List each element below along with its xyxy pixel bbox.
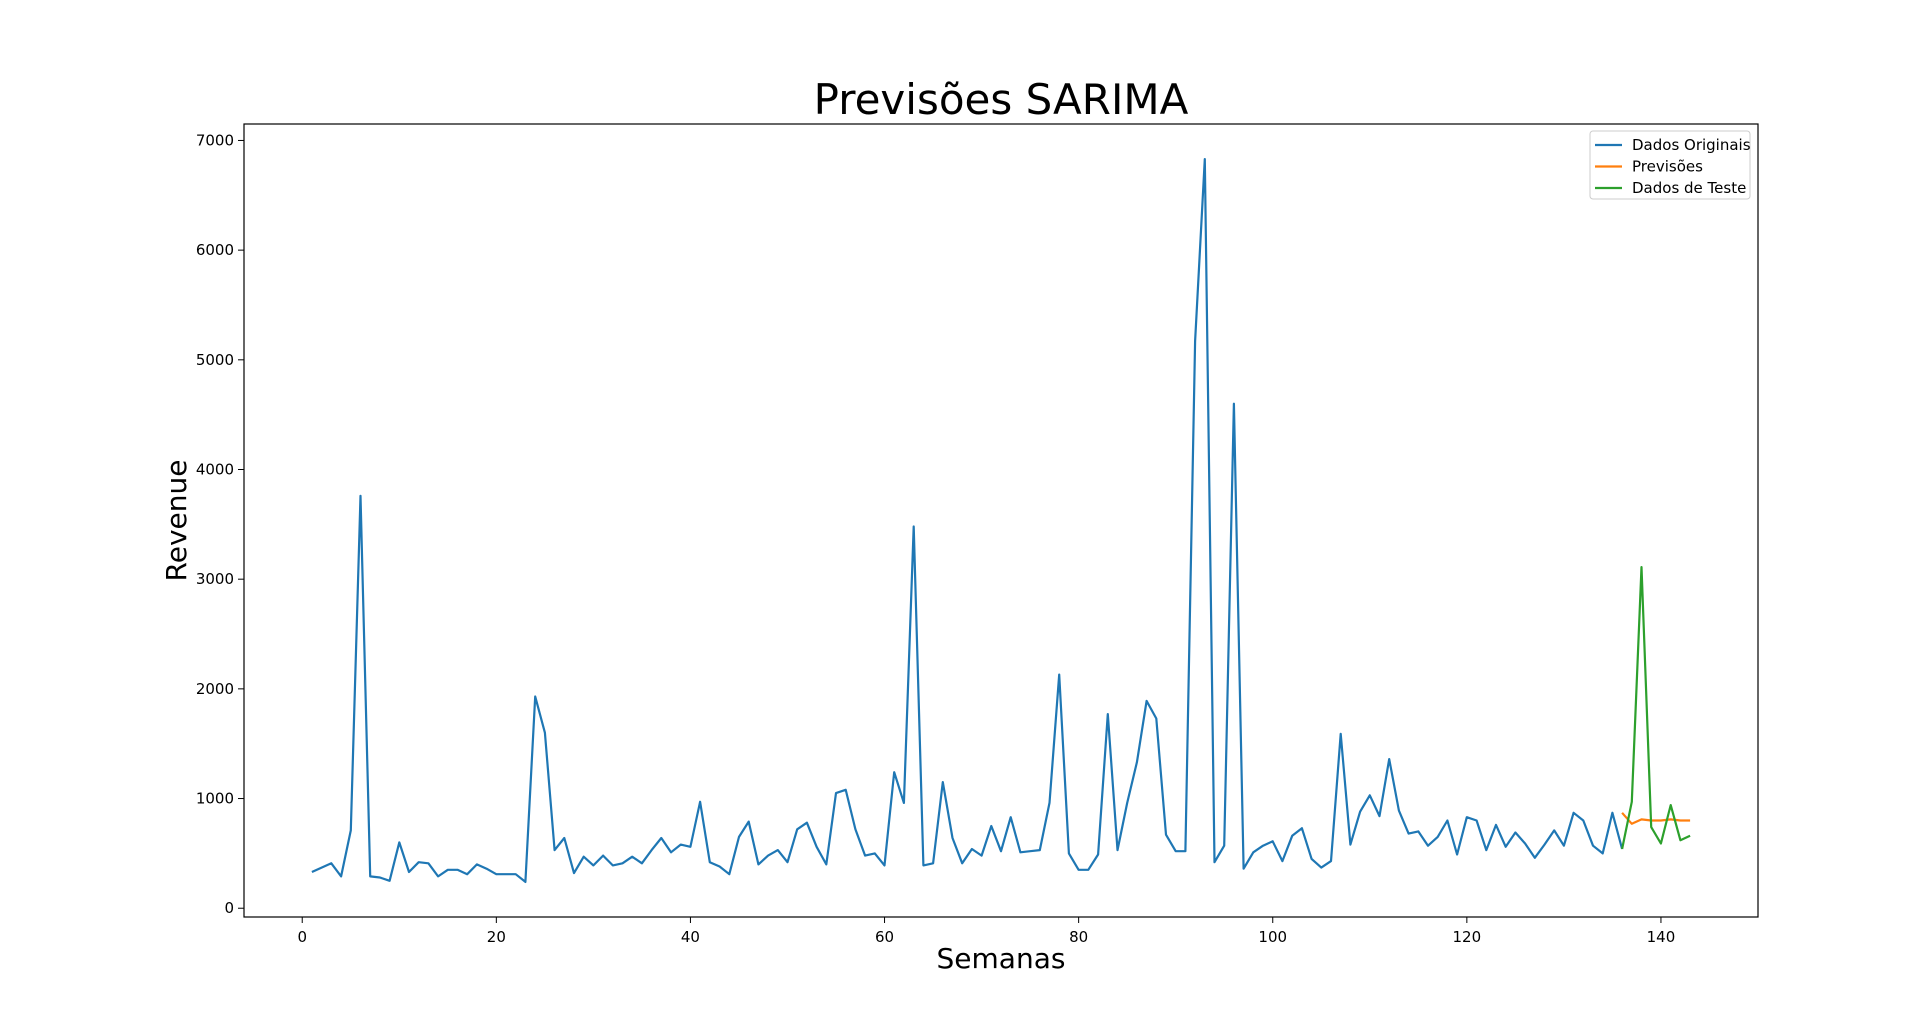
y-axis-ticks: 0 1000 2000 3000 4000 5000 6000 7000 xyxy=(196,131,244,917)
x-tick-label: 20 xyxy=(487,928,506,946)
x-tick-label: 80 xyxy=(1069,928,1088,946)
legend-label: Previsões xyxy=(1632,158,1703,176)
series-line-3 xyxy=(1621,565,1691,850)
x-axis-title: Semanas xyxy=(937,942,1066,975)
y-tick-label: 0 xyxy=(224,899,234,917)
chart-title: Previsões SARIMA xyxy=(814,75,1189,124)
y-tick-label: 6000 xyxy=(196,241,234,259)
series-line-1 xyxy=(311,158,1624,884)
series-line-2 xyxy=(1621,812,1691,825)
y-tick-label: 3000 xyxy=(196,570,234,588)
legend-label: Dados de Teste xyxy=(1632,179,1746,197)
legend-label: Dados Originais xyxy=(1632,136,1751,154)
x-tick-label: 120 xyxy=(1453,928,1482,946)
y-axis-title: Revenue xyxy=(160,460,193,582)
x-tick-label: 60 xyxy=(875,928,894,946)
x-tick-label: 100 xyxy=(1258,928,1287,946)
y-tick-label: 4000 xyxy=(196,460,234,478)
y-tick-label: 7000 xyxy=(196,131,234,149)
y-tick-label: 2000 xyxy=(196,680,234,698)
legend-box xyxy=(1589,130,1751,200)
y-tick-label: 5000 xyxy=(196,351,234,369)
series-layer xyxy=(311,158,1691,884)
plot-area xyxy=(243,123,1759,918)
y-tick-label: 1000 xyxy=(196,790,234,808)
x-tick-label: 0 xyxy=(297,928,307,946)
legend: Dados Originais Previsões Dados de Teste xyxy=(1589,130,1751,200)
x-tick-label: 40 xyxy=(681,928,700,946)
x-axis-ticks: 0 20 40 60 80 100 120 140 xyxy=(297,917,1675,946)
x-tick-label: 140 xyxy=(1647,928,1676,946)
